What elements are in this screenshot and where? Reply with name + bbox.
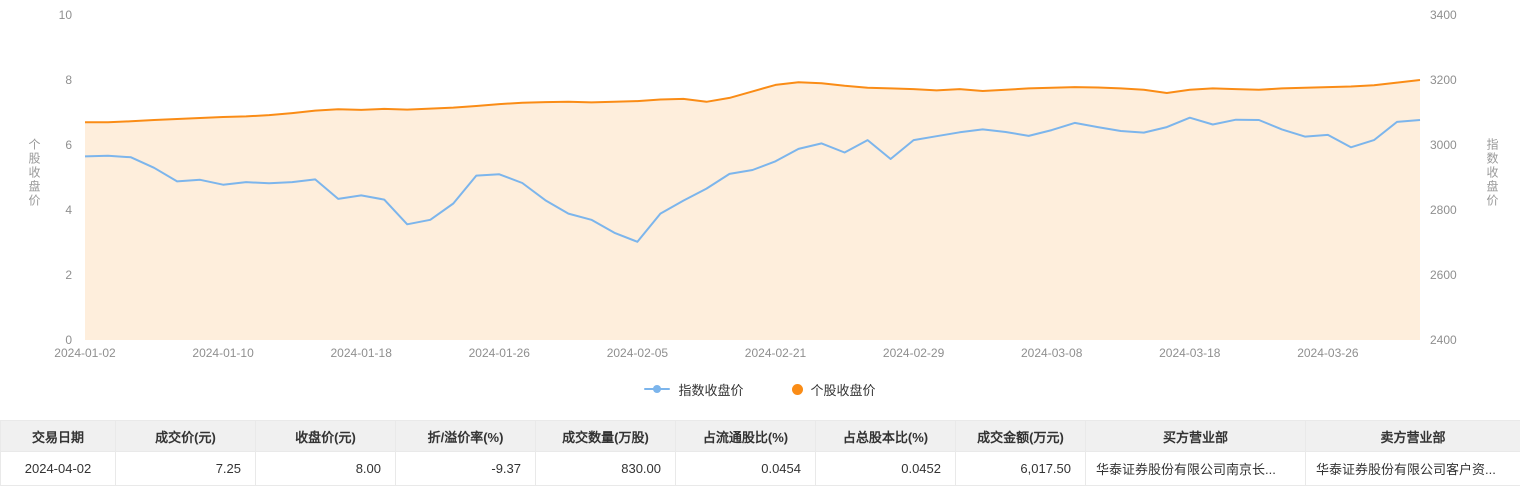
right-axis-tick: 2800 bbox=[1430, 203, 1457, 217]
x-axis-tick: 2024-03-08 bbox=[1021, 346, 1083, 360]
col-header-float-ratio: 占流通股比(%) bbox=[675, 420, 816, 452]
col-header-seller-branch: 卖方营业部 bbox=[1305, 420, 1520, 452]
x-axis-tick: 2024-03-26 bbox=[1297, 346, 1359, 360]
stock-price-line bbox=[85, 79, 1421, 124]
x-axis-tick: 2024-01-02 bbox=[54, 346, 116, 360]
col-header-total-ratio: 占总股本比(%) bbox=[815, 420, 956, 452]
left-axis-tick: 2 bbox=[65, 268, 72, 282]
price-chart-section: 10 8 6 4 2 0 3400 3200 3000 2800 2600 2400 2024-01-0… bbox=[0, 0, 1520, 368]
left-axis-tick: 0 bbox=[65, 333, 72, 347]
x-axis-tick: 2024-03-18 bbox=[1159, 346, 1221, 360]
cell-amount: 6,017.50 bbox=[955, 451, 1086, 486]
cell-trade-date: 2024-04-02 bbox=[0, 451, 116, 486]
right-axis-tick: 3000 bbox=[1430, 138, 1457, 152]
trade-table: 交易日期 成交价(元) 收盘价(元) 折/溢价率(%) 成交数量(万股) 占流通… bbox=[0, 420, 1520, 486]
cell-premium-rate: -9.37 bbox=[395, 451, 536, 486]
stock-price-area bbox=[85, 80, 1420, 340]
x-axis-tick: 2024-01-26 bbox=[469, 346, 531, 360]
x-axis-tick: 2024-02-29 bbox=[883, 346, 945, 360]
x-axis-tick: 2024-01-10 bbox=[192, 346, 254, 360]
index-price-line bbox=[84, 116, 1421, 243]
legend-circle-icon bbox=[791, 383, 803, 395]
cell-buyer-branch: 华泰证券股份有限公司南京长... bbox=[1085, 451, 1306, 486]
cell-seller-branch: 华泰证券股份有限公司客户资... bbox=[1305, 451, 1520, 486]
left-axis-tick: 4 bbox=[65, 203, 72, 217]
col-header-buyer-branch: 买方营业部 bbox=[1085, 420, 1306, 452]
left-axis-tick: 8 bbox=[65, 73, 72, 87]
cell-volume: 830.00 bbox=[535, 451, 676, 486]
legend-label-stock-close: 个股收盘价 bbox=[810, 382, 876, 398]
col-header-close-price: 收盘价(元) bbox=[255, 420, 396, 452]
cell-deal-price: 7.25 bbox=[115, 451, 256, 486]
right-axis-title: 指数收盘价 bbox=[1485, 138, 1499, 208]
right-axis-tick: 3400 bbox=[1430, 8, 1457, 22]
right-axis-tick: 2400 bbox=[1430, 333, 1457, 347]
table-row[interactable]: 2024-04-02 7.25 8.00 -9.37 830.00 0.0454… bbox=[0, 451, 1520, 486]
cell-total-ratio: 0.0452 bbox=[815, 451, 956, 486]
chart-legend: 指数收盘价 个股收盘价 bbox=[0, 368, 1520, 410]
x-axis-tick: 2024-01-18 bbox=[331, 346, 393, 360]
col-header-amount: 成交金额(万元) bbox=[955, 420, 1086, 452]
col-header-volume: 成交数量(万股) bbox=[535, 420, 676, 452]
x-axis-tick: 2024-02-21 bbox=[745, 346, 807, 360]
left-axis-title: 个股收盘价 bbox=[27, 138, 41, 208]
cell-close-price: 8.00 bbox=[255, 451, 396, 486]
table-header-row: 交易日期 成交价(元) 收盘价(元) 折/溢价率(%) 成交数量(万股) 占流通… bbox=[0, 420, 1520, 452]
legend-dot-icon bbox=[653, 385, 662, 393]
legend-item-index-close[interactable]: 指数收盘价 bbox=[644, 380, 744, 399]
col-header-premium-rate: 折/溢价率(%) bbox=[395, 420, 536, 452]
x-axis-tick: 2024-02-05 bbox=[607, 346, 669, 360]
legend-line-icon bbox=[644, 385, 671, 393]
cell-float-ratio: 0.0454 bbox=[675, 451, 816, 486]
legend-label-index-close: 指数收盘价 bbox=[678, 382, 744, 398]
col-header-trade-date: 交易日期 bbox=[0, 420, 116, 452]
right-axis-tick: 3200 bbox=[1430, 73, 1457, 87]
price-chart[interactable]: 10 8 6 4 2 0 3400 3200 3000 2800 2600 2400 2024-01-0… bbox=[0, 0, 1520, 368]
col-header-deal-price: 成交价(元) bbox=[115, 420, 256, 452]
left-axis-tick: 10 bbox=[59, 8, 73, 22]
left-axis-tick: 6 bbox=[65, 138, 72, 152]
legend-item-stock-close[interactable]: 个股收盘价 bbox=[791, 380, 876, 399]
right-axis-tick: 2600 bbox=[1430, 268, 1457, 282]
